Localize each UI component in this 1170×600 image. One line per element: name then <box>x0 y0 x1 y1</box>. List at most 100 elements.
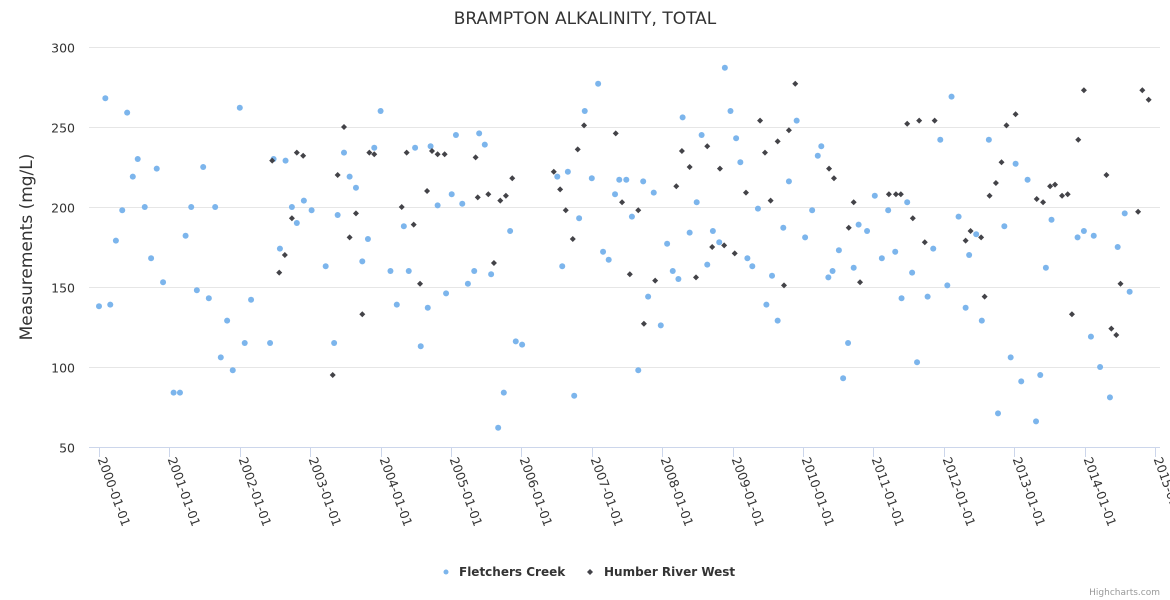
data-point[interactable] <box>1103 172 1110 178</box>
data-point[interactable] <box>785 127 792 134</box>
data-point[interactable] <box>377 108 384 114</box>
data-point[interactable] <box>281 252 288 258</box>
data-point[interactable] <box>371 144 378 151</box>
data-point[interactable] <box>334 212 341 218</box>
data-point[interactable] <box>322 263 329 270</box>
data-point[interactable] <box>985 136 992 143</box>
data-point[interactable] <box>550 168 557 175</box>
data-point[interactable] <box>403 149 410 156</box>
data-point[interactable] <box>424 304 431 311</box>
data-point[interactable] <box>134 156 141 162</box>
data-point[interactable] <box>564 168 571 175</box>
data-point[interactable] <box>850 264 857 271</box>
data-point[interactable] <box>1042 264 1049 271</box>
data-point[interactable] <box>871 192 878 199</box>
data-point[interactable] <box>428 148 435 154</box>
data-point[interactable] <box>129 173 136 180</box>
data-point[interactable] <box>288 215 295 222</box>
data-point[interactable] <box>809 207 816 214</box>
data-point[interactable] <box>612 191 619 198</box>
data-point[interactable] <box>393 301 400 308</box>
data-point[interactable] <box>686 229 693 236</box>
data-point[interactable] <box>170 389 177 396</box>
data-point[interactable] <box>892 191 899 198</box>
data-point[interactable] <box>1074 234 1081 241</box>
data-point[interactable] <box>616 176 623 183</box>
data-point[interactable] <box>557 186 564 193</box>
data-point[interactable] <box>645 293 652 300</box>
data-point[interactable] <box>331 340 338 346</box>
data-point[interactable] <box>554 173 561 180</box>
data-point[interactable] <box>366 149 373 156</box>
data-point[interactable] <box>992 180 999 186</box>
data-point[interactable] <box>1090 232 1097 239</box>
data-point[interactable] <box>352 184 359 191</box>
data-point[interactable] <box>757 117 764 124</box>
data-point[interactable] <box>500 389 507 396</box>
data-point[interactable] <box>308 207 315 214</box>
data-point[interactable] <box>443 290 450 297</box>
data-point[interactable] <box>693 199 700 206</box>
legend-item-humber-river-west[interactable]: Humber River West <box>587 565 735 579</box>
data-point[interactable] <box>434 202 441 209</box>
data-point[interactable] <box>973 231 980 238</box>
data-point[interactable] <box>488 271 495 278</box>
data-point[interactable] <box>967 228 974 234</box>
data-point[interactable] <box>774 317 781 324</box>
data-point[interactable] <box>481 141 488 148</box>
data-point[interactable] <box>628 213 635 220</box>
data-point[interactable] <box>497 197 504 204</box>
data-point[interactable] <box>1012 111 1019 118</box>
data-point[interactable] <box>733 135 740 142</box>
data-point[interactable] <box>1117 280 1124 287</box>
data-point[interactable] <box>1064 191 1071 198</box>
data-point[interactable] <box>742 189 749 196</box>
data-point[interactable] <box>141 204 148 210</box>
data-point[interactable] <box>229 367 236 374</box>
data-point[interactable] <box>1018 378 1025 385</box>
data-point[interactable] <box>864 228 871 234</box>
data-point[interactable] <box>276 245 283 252</box>
data-point[interactable] <box>588 175 595 182</box>
data-point[interactable] <box>612 130 619 137</box>
data-point[interactable] <box>1097 364 1104 370</box>
data-point[interactable] <box>1024 176 1031 183</box>
data-point[interactable] <box>569 236 576 242</box>
data-point[interactable] <box>1087 333 1094 340</box>
data-point[interactable] <box>600 248 607 255</box>
data-point[interactable] <box>1048 216 1055 223</box>
data-point[interactable] <box>962 304 969 311</box>
data-point[interactable] <box>709 244 716 250</box>
data-point[interactable] <box>955 213 962 220</box>
data-point[interactable] <box>814 152 821 159</box>
data-point[interactable] <box>904 199 911 206</box>
data-point[interactable] <box>931 117 938 124</box>
data-point[interactable] <box>721 64 728 71</box>
data-point[interactable] <box>826 165 833 172</box>
data-point[interactable] <box>904 120 911 127</box>
data-point[interactable] <box>476 130 483 137</box>
data-point[interactable] <box>241 340 248 346</box>
data-point[interactable] <box>448 191 455 198</box>
data-point[interactable] <box>562 207 569 214</box>
data-point[interactable] <box>96 303 102 310</box>
data-point[interactable] <box>966 252 973 258</box>
data-point[interactable] <box>410 221 417 228</box>
data-point[interactable] <box>559 263 566 270</box>
data-point[interactable] <box>472 154 479 161</box>
data-point[interactable] <box>1113 332 1120 338</box>
data-point[interactable] <box>329 372 336 378</box>
data-point[interactable] <box>288 204 295 210</box>
data-point[interactable] <box>359 258 366 265</box>
data-point[interactable] <box>675 276 682 282</box>
data-point[interactable] <box>898 295 905 302</box>
data-point[interactable] <box>188 204 195 210</box>
credits-link[interactable]: Highcharts.com <box>1089 588 1160 598</box>
data-point[interactable] <box>236 104 243 111</box>
data-point[interactable] <box>102 95 109 102</box>
data-point[interactable] <box>1135 208 1142 215</box>
data-point[interactable] <box>502 192 509 199</box>
data-point[interactable] <box>182 232 189 239</box>
data-point[interactable] <box>727 108 734 114</box>
data-point[interactable] <box>400 223 407 230</box>
